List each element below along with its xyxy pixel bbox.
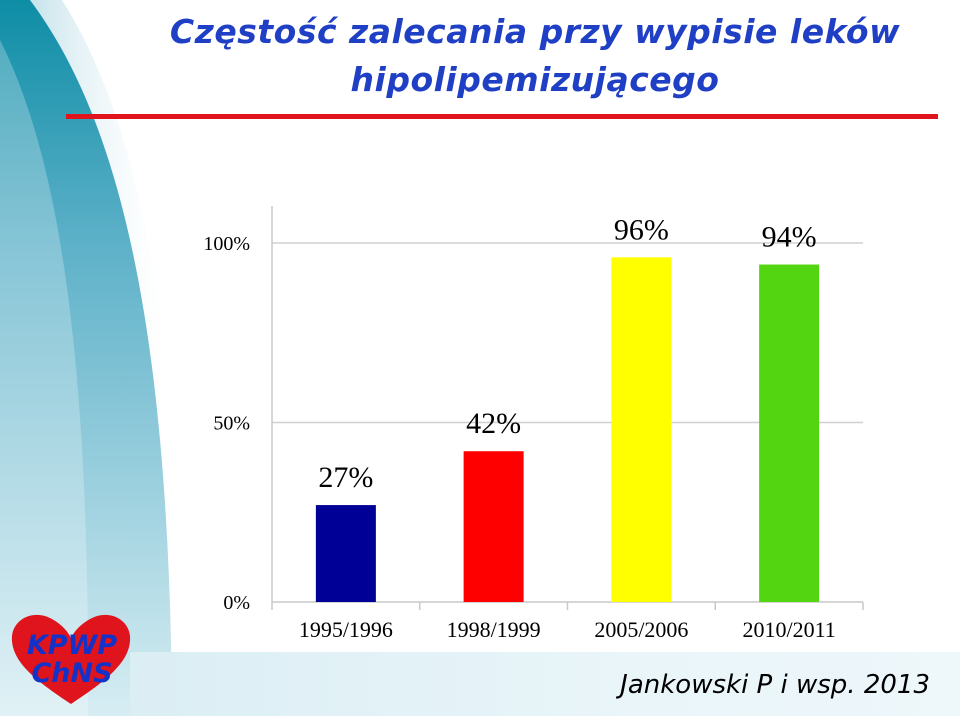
data-label: 42% — [466, 407, 521, 440]
slide-title-line2: hipolipemizującego — [350, 60, 720, 99]
data-label: 94% — [762, 221, 817, 254]
bar — [611, 257, 672, 602]
title-underline — [66, 114, 938, 119]
logo-text: KPWP ChNS — [26, 630, 118, 689]
y-tick-label: 100% — [203, 233, 250, 255]
kpwp-heart-logo-icon — [11, 614, 131, 704]
x-category-label: 1995/1996 — [299, 617, 393, 642]
footer-bar — [130, 652, 960, 716]
y-tick-label: 50% — [213, 413, 250, 435]
slide-title-line1: Częstość zalecania przy wypisie leków — [169, 12, 901, 51]
labels: 0% 50% 100% 27% 1995/1996 42% 1998/1999 96% 2005… — [203, 213, 835, 642]
data-label: 96% — [614, 213, 669, 246]
x-category-label: 1998/1999 — [447, 617, 541, 642]
bar — [463, 451, 524, 602]
bars — [315, 257, 820, 602]
x-category-label: 2010/2011 — [742, 617, 835, 642]
y-tick-label: 0% — [223, 592, 250, 614]
citation: Jankowski P i wsp. 2013 — [620, 670, 930, 700]
bar — [315, 505, 376, 602]
data-label: 27% — [318, 461, 373, 494]
bar — [759, 264, 820, 602]
x-category-label: 2005/2006 — [594, 617, 688, 642]
